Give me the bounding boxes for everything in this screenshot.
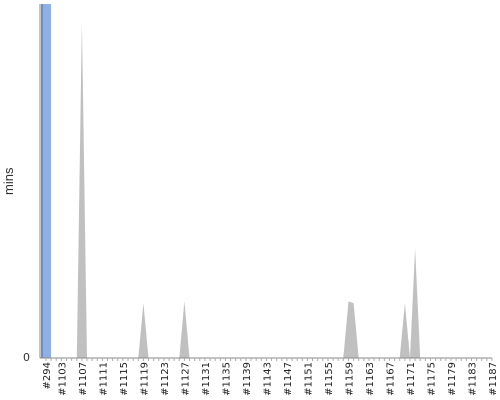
x-tick-label: #1107 — [78, 362, 89, 396]
x-tick-label: #294 — [42, 362, 53, 389]
x-tick-label: #1111 — [98, 362, 109, 396]
x-tick-label: #1159 — [344, 362, 355, 396]
x-tick-label: #1147 — [283, 362, 294, 396]
x-tick-label: #1183 — [467, 362, 478, 396]
axes — [39, 4, 493, 361]
x-tick-label: #1167 — [385, 362, 396, 396]
area-spike-1172 — [410, 248, 421, 358]
x-tick-label: #1103 — [57, 362, 68, 396]
x-tick-label: #1163 — [365, 362, 376, 396]
y-axis-tick-label-0: 0 — [23, 351, 30, 364]
x-tick-label: #1175 — [426, 362, 437, 396]
highlight-bar — [41, 4, 51, 358]
x-tick-label: #1143 — [262, 362, 273, 396]
x-axis-tick-labels: #294 #1103 #1107 #1111 #1115 #1119 #1123 #1127 #… — [42, 362, 499, 396]
highlight-bar-edge — [41, 4, 43, 358]
x-tick-label: #1187 — [488, 362, 499, 396]
area-spike-1127 — [179, 301, 190, 358]
x-tick-label: #1155 — [324, 362, 335, 396]
x-tick-label: #1151 — [303, 362, 314, 396]
x-tick-label: #1139 — [242, 362, 253, 396]
area-spike-1119 — [138, 303, 149, 358]
area-spike-1170 — [399, 303, 410, 358]
x-tick-label: #1123 — [160, 362, 171, 396]
x-tick-label: #1119 — [139, 362, 150, 396]
x-tick-label: #1127 — [180, 362, 191, 396]
plot-area — [41, 4, 421, 358]
area-spike-1159 — [343, 301, 359, 358]
x-tick-label: #1135 — [221, 362, 232, 396]
x-tick-label: #1115 — [119, 362, 130, 396]
area-spike-1107 — [76, 21, 87, 358]
y-axis-title: mins — [1, 167, 16, 195]
x-tick-label: #1171 — [406, 362, 417, 396]
x-tick-label: #1131 — [201, 362, 212, 396]
x-tick-label: #1179 — [447, 362, 458, 396]
